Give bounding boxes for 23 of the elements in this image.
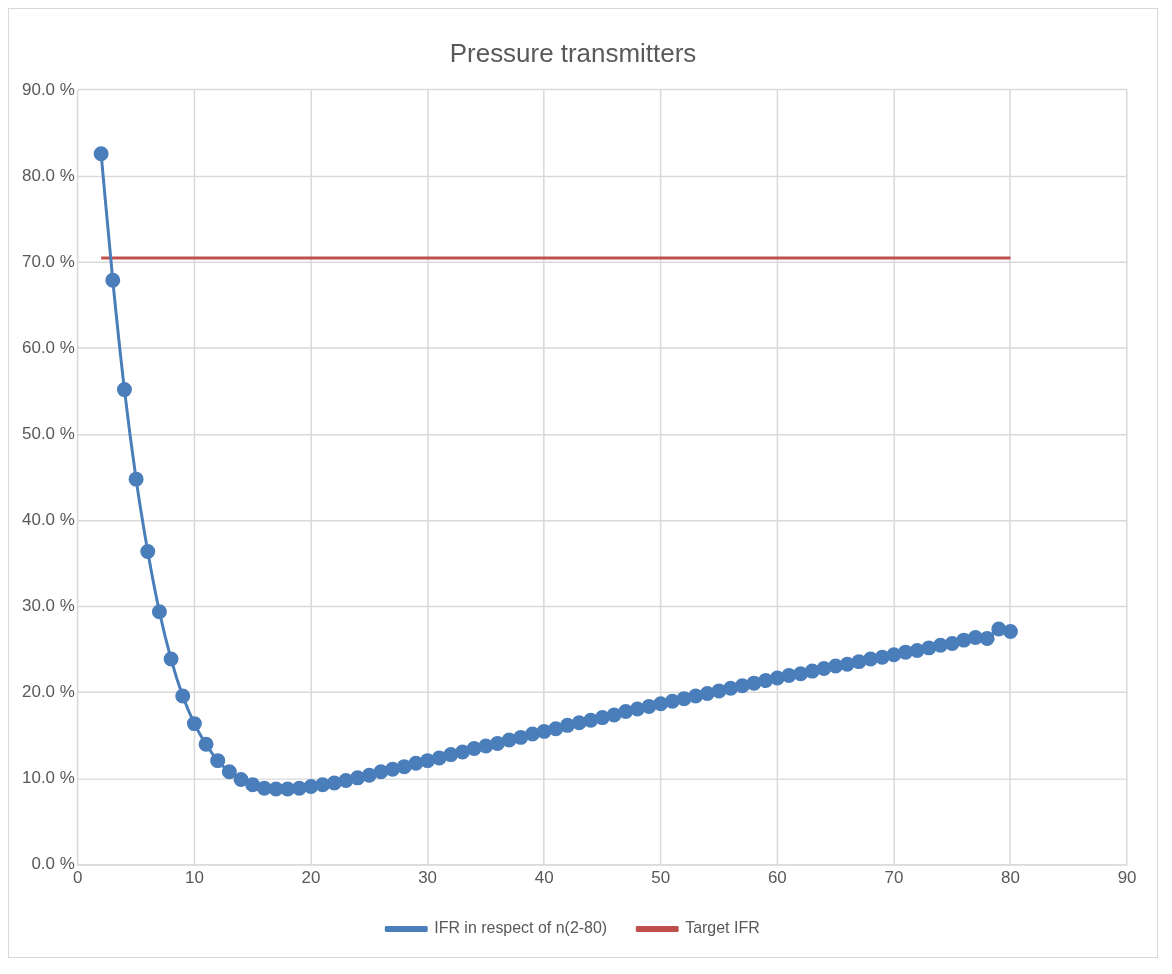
x-tick-label: 20	[301, 867, 321, 887]
legend-label: IFR in respect of n(2-80)	[434, 919, 608, 937]
x-tick-label: 60	[767, 867, 787, 887]
y-tick-label: 90.0 %	[22, 79, 75, 99]
y-tick-label: 50.0 %	[22, 424, 75, 444]
y-tick-label: 30.0 %	[22, 596, 75, 616]
y-tick-label: 40.0 %	[22, 510, 75, 530]
y-tick-label: 10.0 %	[22, 768, 75, 788]
y-tick-label: 70.0 %	[22, 251, 75, 271]
x-tick-label: 0	[73, 867, 83, 887]
x-tick-label: 30	[418, 867, 437, 887]
x-tick-label: 70	[884, 867, 904, 887]
y-tick-label: 0.0 %	[31, 854, 75, 874]
y-tick-label: 60.0 %	[22, 337, 75, 357]
legend-label: Target IFR	[685, 919, 760, 937]
x-tick-label: 10	[184, 867, 204, 887]
y-tick-label: 20.0 %	[22, 682, 75, 702]
chart-title: Pressure transmitters	[449, 38, 697, 67]
x-tick-label: 50	[651, 867, 671, 887]
x-tick-label: 40	[534, 867, 554, 887]
x-tick-label: 80	[1001, 867, 1020, 887]
x-tick-label: 90	[1117, 867, 1137, 887]
y-tick-label: 80.0 %	[22, 165, 75, 185]
